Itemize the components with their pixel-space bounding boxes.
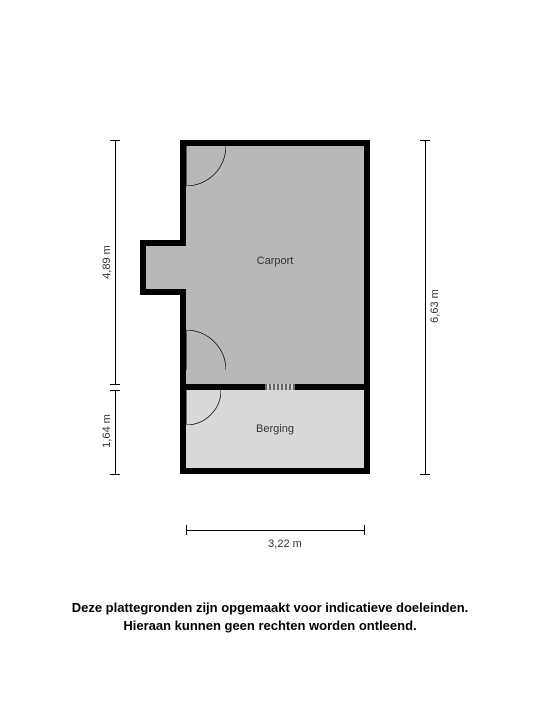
dim-label-left-upper: 4,89 m — [101, 232, 113, 292]
dim-tick-ll-2 — [110, 474, 120, 475]
dim-tick-ll-1 — [110, 390, 120, 391]
wall-notch-left — [140, 240, 146, 295]
window-mark — [265, 384, 295, 390]
door-berging — [186, 390, 221, 425]
wall-bottom — [180, 468, 370, 474]
floorplan: Carport Berging — [140, 140, 400, 480]
dim-tick-lu-1 — [110, 140, 120, 141]
dim-line-bottom — [186, 530, 364, 531]
door-carport-left — [186, 330, 226, 370]
dim-tick-lu-2 — [110, 384, 120, 385]
disclaimer-line1: Deze plattegronden zijn opgemaakt voor i… — [0, 599, 540, 617]
dim-tick-b-1 — [186, 525, 187, 535]
room-carport-notch — [146, 240, 186, 295]
dim-label-bottom: 3,22 m — [255, 538, 315, 550]
dim-line-left-upper — [115, 140, 116, 384]
dim-tick-r-1 — [420, 140, 430, 141]
wall-left-lower — [180, 289, 186, 474]
dim-tick-r-2 — [420, 474, 430, 475]
door-carport-top — [186, 146, 226, 186]
disclaimer: Deze plattegronden zijn opgemaakt voor i… — [0, 599, 540, 635]
dim-label-right: 6,63 m — [429, 276, 441, 336]
wall-right — [364, 140, 370, 474]
dim-label-left-lower: 1,64 m — [101, 401, 113, 461]
label-carport: Carport — [240, 255, 310, 267]
dim-line-left-lower — [115, 390, 116, 474]
label-berging: Berging — [245, 423, 305, 435]
dim-line-right — [425, 140, 426, 474]
dim-tick-b-2 — [364, 525, 365, 535]
disclaimer-line2: Hieraan kunnen geen rechten worden ontle… — [0, 617, 540, 635]
wall-notch-top — [140, 240, 186, 246]
